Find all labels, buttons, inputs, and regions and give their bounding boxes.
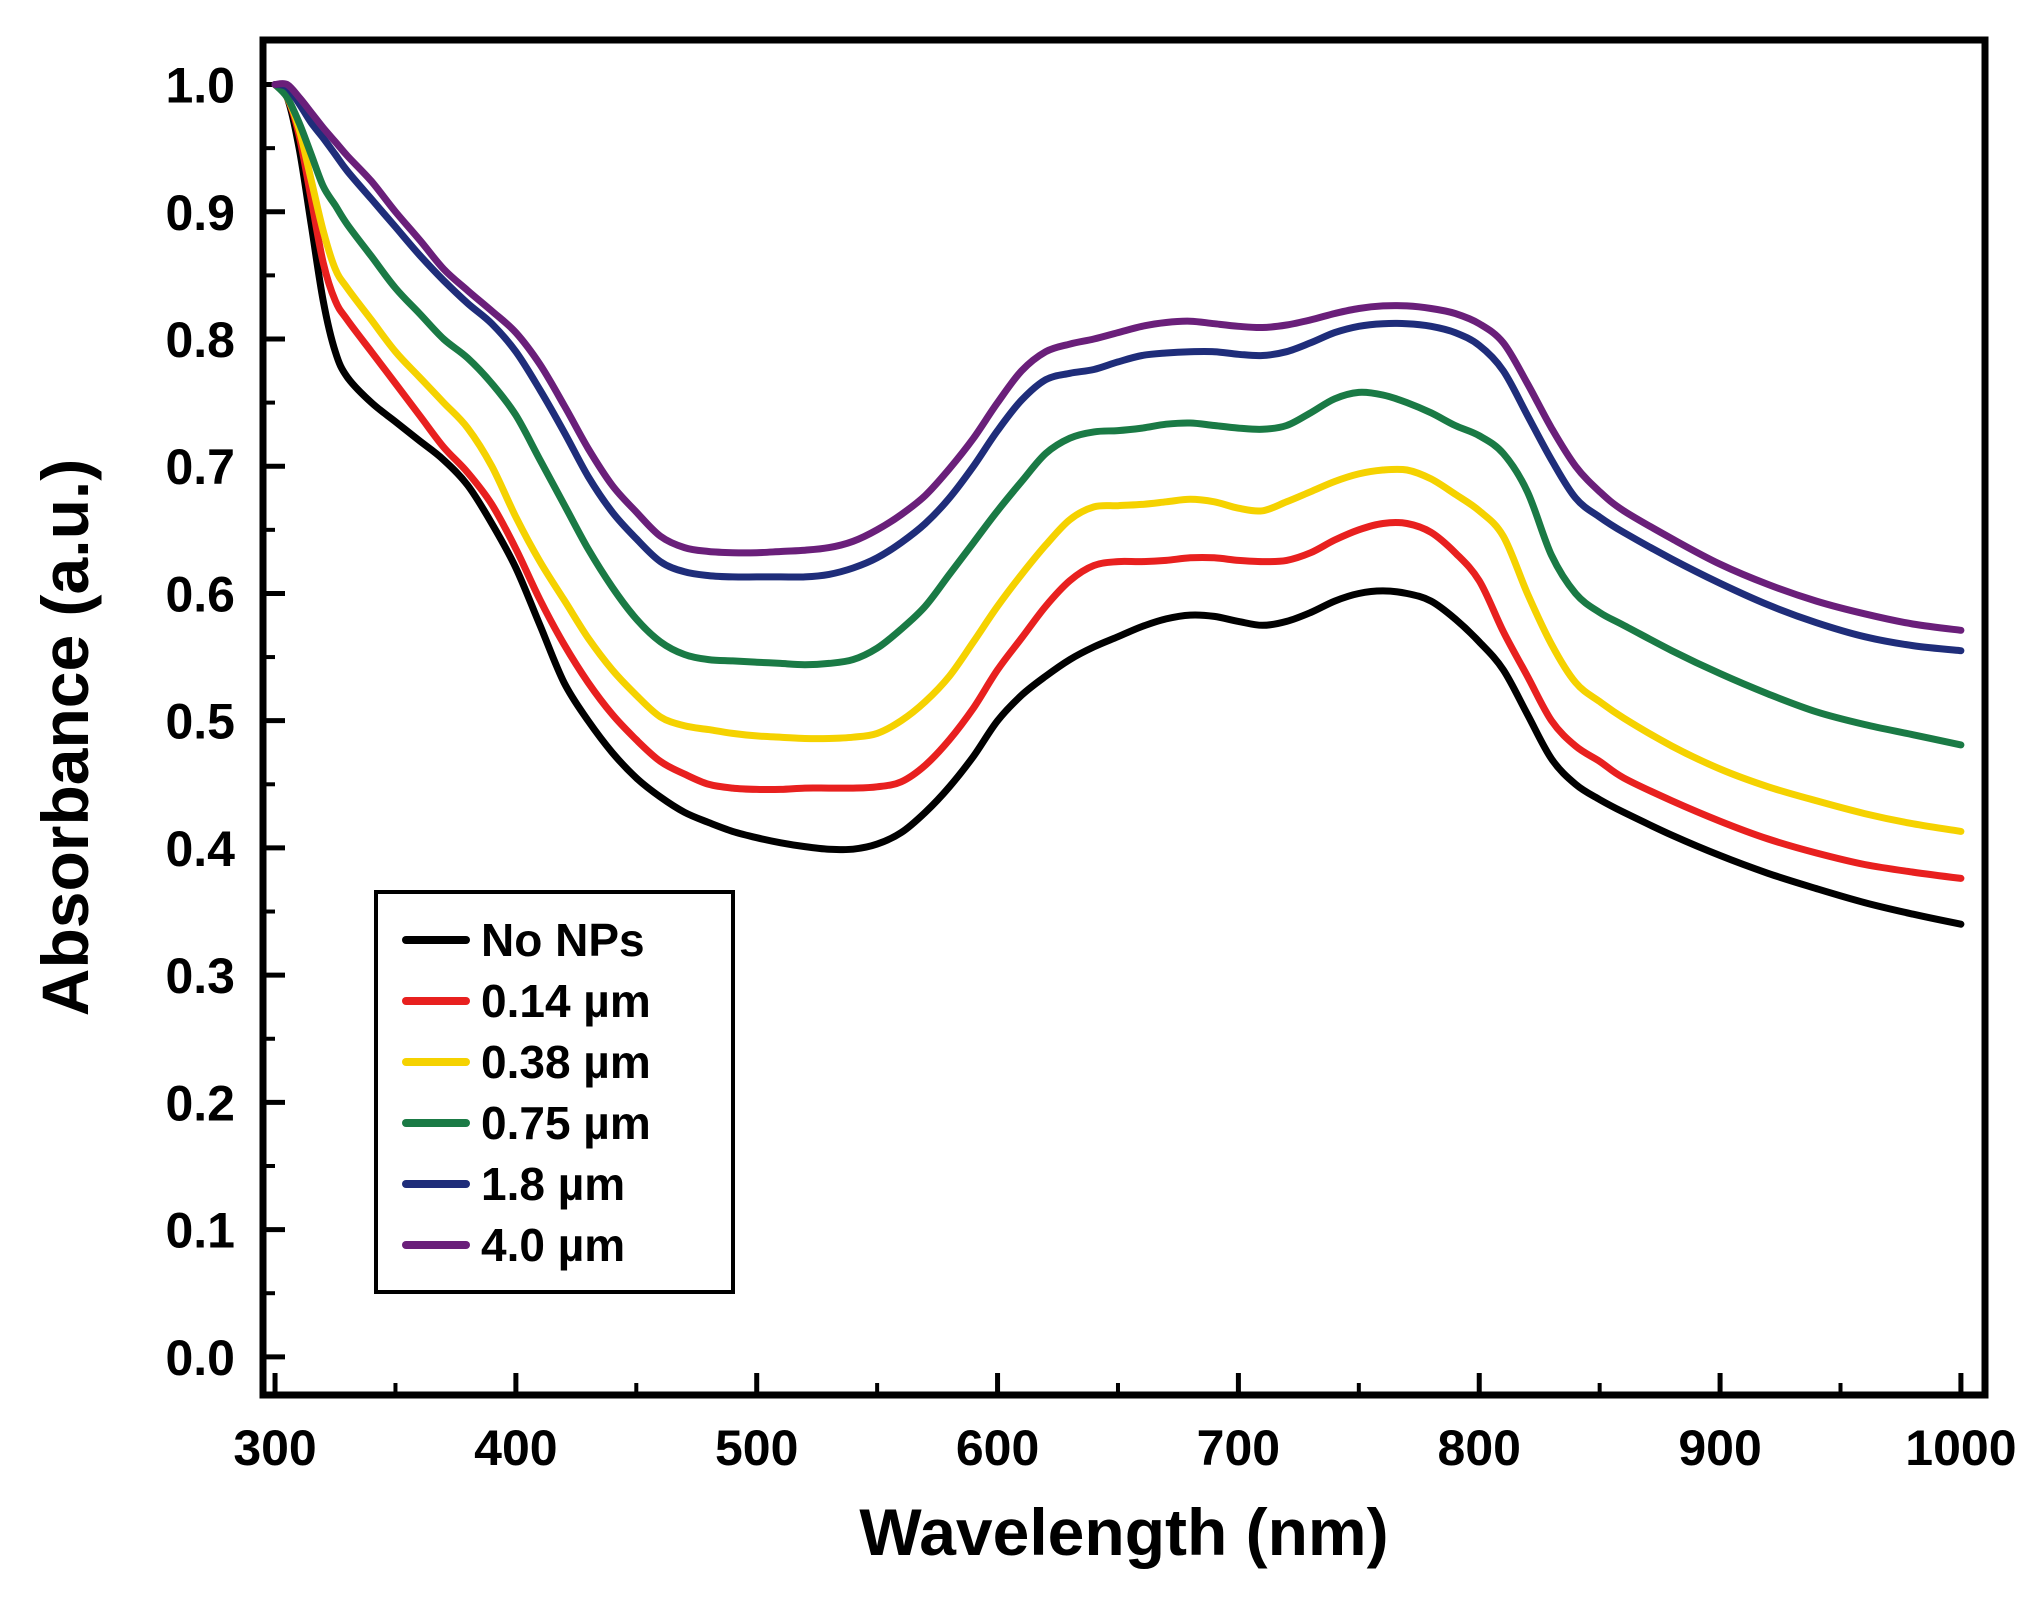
tick-labels: 300 400 500 600 700 800 900 1000 0.0 0.1 0.2 0.3 0.4… [165,58,2016,1476]
y-tick-label: 1.0 [165,58,235,114]
x-tick-label: 700 [1197,1420,1280,1476]
series-line-2 [271,81,1965,882]
x-tick-label: 400 [474,1420,557,1476]
y-axis-title: Absorbance (a.u.) [28,459,102,1016]
x-tick-label: 1000 [1905,1420,2016,1476]
x-tick-label: 300 [233,1420,316,1476]
y-tick-label: 0.3 [165,948,235,1004]
legend-label-3: 0.38 µm [481,1036,651,1088]
x-tick-label: 500 [715,1420,798,1476]
series-line-6 [271,80,1965,634]
legend-label-6: 4.0 µm [481,1219,625,1271]
y-tick-label: 0.8 [165,312,235,368]
series-lines [271,80,1965,928]
y-tick-label: 0.5 [165,694,235,750]
legend-label-5: 1.8 µm [481,1158,625,1210]
y-tick-label: 0.1 [165,1203,235,1259]
legend-label-2: 0.14 µm [481,975,651,1027]
x-axis-title: Wavelength (nm) [859,1495,1388,1569]
y-tick-label: 0.2 [165,1075,235,1131]
legend-box [374,890,735,1294]
x-tick-label: 600 [956,1420,1039,1476]
y-tick-label: 0.6 [165,566,235,622]
plot-frame [259,36,1989,1399]
y-tick-label: 0.0 [165,1330,235,1386]
series-line-3 [271,81,1965,835]
legend-items: No NPs 0.14 µm 0.38 µm 0.75 µm 1.8 µm 4.0 µm [402,914,651,1271]
x-tick-label: 800 [1438,1420,1521,1476]
legend-label-1: No NPs [481,914,645,966]
series-line-4 [271,81,1965,749]
y-tick-label: 0.7 [165,439,235,495]
y-tick-label: 0.9 [165,185,235,241]
legend: No NPs 0.14 µm 0.38 µm 0.75 µm 1.8 µm 4.0 µm [374,890,735,1294]
series-line-1 [271,81,1965,928]
series-line-5 [271,81,1965,655]
x-tick-label: 900 [1678,1420,1761,1476]
legend-label-4: 0.75 µm [481,1097,651,1149]
y-tick-label: 0.4 [165,821,235,877]
